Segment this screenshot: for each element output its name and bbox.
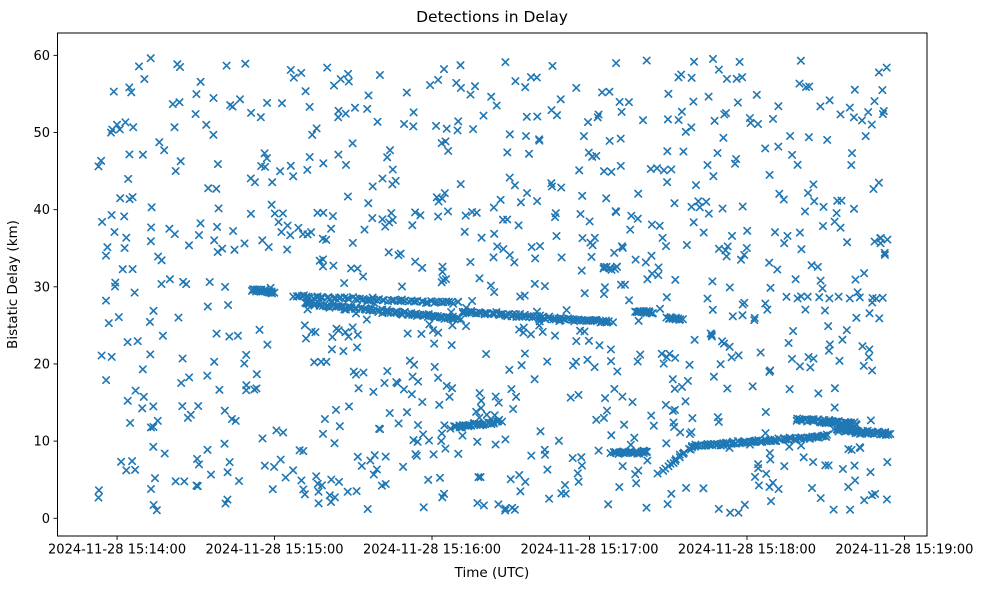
axis-ticks-layer: 2024-11-28 15:14:00 2024-11-28 15:15:00 20… [33,49,973,558]
track-B1-points [289,291,463,308]
track-D1-points [450,415,506,432]
track-E1-points [792,414,861,429]
track-C3-points [662,313,687,324]
x-axis-label: Time (UTC) [454,565,530,581]
x-tick-label: 2024-11-28 15:17:00 [520,543,658,558]
clutter-points [94,54,892,517]
y-axis-label: Bistatic Delay (km) [5,220,21,349]
x-tick-label: 2024-11-28 15:18:00 [678,543,816,558]
y-tick-label: 50 [33,126,50,141]
track-D2-points [606,446,651,458]
x-tick-label: 2024-11-28 15:19:00 [835,543,973,558]
y-tick-label: 30 [33,280,50,295]
track-B2-points [301,298,462,323]
track-C2-points [631,307,657,318]
track-H-points [782,292,887,303]
x-tick-label: 2024-11-28 15:14:00 [48,543,186,558]
x-tick-label: 2024-11-28 15:15:00 [206,543,344,558]
y-tick-label: 60 [33,49,50,64]
y-tick-label: 40 [33,203,50,218]
plot-frame [57,32,928,537]
y-tick-label: 10 [33,435,50,450]
y-tick-label: 0 [42,512,50,527]
chart-title: Detections in Delay [416,8,568,26]
track-F-main-points [687,430,831,452]
track-C-points [458,307,617,327]
track-A-points [248,285,279,298]
x-tick-label: 2024-11-28 15:16:00 [363,543,501,558]
track-E2-points [829,424,895,439]
y-tick-label: 20 [33,357,50,372]
track-G-points [599,262,621,274]
detections-layer [94,54,895,517]
